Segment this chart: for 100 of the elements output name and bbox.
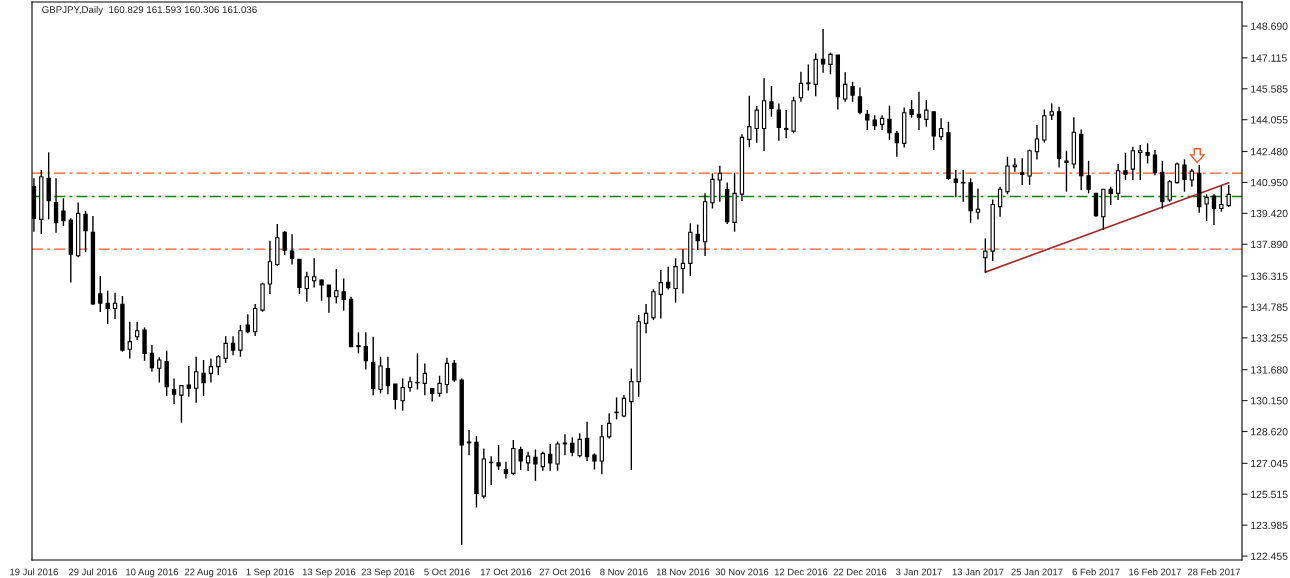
candlestick (798, 71, 804, 103)
candlestick (216, 354, 221, 376)
candlestick (98, 275, 103, 313)
x-tick-label: 28 Feb 2017 (1187, 568, 1241, 576)
candlestick (415, 352, 420, 391)
candlestick (924, 99, 929, 128)
x-tick-label: 29 Jul 2016 (68, 568, 117, 576)
candlestick (230, 335, 236, 357)
x-tick-label: 8 Nov 2016 (600, 568, 648, 576)
x-tick-label: 17 Oct 2016 (480, 568, 532, 576)
candlestick (267, 240, 273, 295)
candlestick (850, 81, 855, 103)
candlestick (238, 324, 243, 358)
y-tick-label: 125.515 (1251, 490, 1288, 499)
candlestick (865, 109, 870, 131)
y-tick-label: 147.115 (1251, 54, 1287, 62)
candlestick (201, 359, 206, 397)
x-tick-label: 16 Feb 2017 (1129, 568, 1182, 576)
candlestick (607, 412, 612, 440)
y-tick-label: 148.690 (1251, 22, 1288, 30)
candlestick (496, 444, 501, 471)
candlestick (503, 461, 509, 480)
candlestick (326, 284, 332, 314)
y-tick-label: 145.585 (1251, 85, 1288, 93)
x-tick-label: 18 Nov 2016 (656, 568, 710, 576)
candlestick (83, 210, 88, 253)
candlestick (171, 377, 177, 405)
candlestick (319, 278, 324, 302)
candlestick (1204, 193, 1209, 222)
candlestick (754, 105, 759, 144)
candlestick (1034, 124, 1040, 161)
candlestick (193, 356, 199, 404)
y-tick-label: 122.455 (1251, 552, 1288, 560)
candlestick (658, 269, 663, 320)
candlestick (105, 290, 110, 325)
y-tick-label: 140.950 (1251, 178, 1288, 187)
candlestick (253, 303, 258, 337)
candlestick (784, 109, 789, 140)
candlestick (1167, 179, 1172, 203)
candlestick (61, 197, 66, 227)
candlestick (975, 187, 981, 221)
candlestick (828, 52, 833, 76)
candlestick (400, 377, 405, 412)
candlestick (378, 356, 383, 395)
candlestick (466, 429, 472, 456)
x-tick-label: 23 Sep 2016 (361, 568, 415, 578)
candlestick (629, 367, 634, 471)
candlestick (363, 331, 368, 371)
candlestick (666, 265, 671, 291)
y-tick-label: 142.480 (1251, 148, 1288, 156)
x-tick-label: 13 Jan 2017 (952, 568, 1004, 576)
candlestick (149, 344, 155, 373)
candlestick (208, 357, 214, 384)
candlestick (393, 383, 398, 411)
candlestick (1226, 184, 1231, 208)
y-tick-label: 137.890 (1251, 240, 1288, 249)
x-tick-label: 12 Dec 2016 (774, 568, 828, 576)
candlestick (857, 86, 863, 116)
candlestick (953, 169, 959, 199)
candlestick (444, 357, 450, 395)
candlestick (843, 71, 848, 103)
candlestick (1123, 152, 1128, 181)
x-tick-label: 25 Jan 2017 (1011, 568, 1063, 576)
candlestick (1130, 145, 1136, 181)
candlestick (518, 445, 523, 471)
x-tick-label: 19 Jul 2016 (10, 568, 58, 576)
x-tick-label: 5 Oct 2016 (424, 568, 470, 576)
x-tick-label: 3 Jan 2017 (895, 568, 942, 576)
candlestick (555, 440, 560, 472)
candlestick (695, 223, 700, 251)
candlestick (1211, 193, 1217, 226)
candlestick (341, 277, 346, 312)
candlestick (1108, 185, 1113, 206)
candlestick (562, 433, 568, 456)
candlestick (747, 95, 752, 148)
x-tick-label: 10 Aug 2016 (126, 568, 179, 578)
candlestick (157, 356, 162, 384)
x-tick-label: 27 Oct 2016 (539, 568, 591, 576)
candlestick (1093, 192, 1099, 218)
candlestick (282, 230, 287, 256)
candlestick (134, 321, 140, 341)
candlestick (304, 271, 309, 303)
candlestick (614, 396, 619, 421)
candlestick (983, 237, 988, 274)
candlestick (1064, 149, 1069, 193)
y-tick-label: 128.620 (1251, 428, 1288, 436)
x-tick-label: 22 Aug 2016 (184, 568, 238, 578)
candlestick (1219, 184, 1224, 213)
candlestick (223, 335, 228, 364)
candlestick (437, 375, 442, 398)
y-tick-label: 144.055 (1251, 116, 1288, 124)
candlestick (938, 117, 944, 141)
candlestick (1152, 149, 1158, 176)
candlestick (179, 384, 184, 424)
candlestick (806, 63, 811, 92)
y-tick-label: 130.150 (1251, 397, 1288, 405)
candlestick (186, 365, 191, 398)
candlestick (289, 233, 295, 266)
candlestick (961, 169, 966, 203)
candlestick (142, 326, 147, 362)
